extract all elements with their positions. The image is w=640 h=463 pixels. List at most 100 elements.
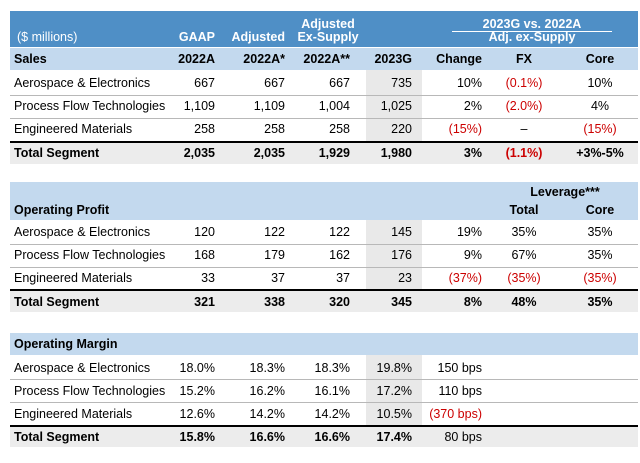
sales-col-core: Core — [585, 52, 615, 66]
adjusted-header: Adjusted — [231, 30, 285, 44]
op-profit-cell: 162 — [329, 248, 350, 262]
op-margin-row-label: Engineered Materials — [14, 407, 133, 421]
sales-row-label: Aerospace & Electronics — [14, 76, 151, 90]
op-profit-cell: 35% — [587, 248, 613, 262]
op-margin-cell: 110 bps — [438, 384, 482, 398]
sales-cell: 220 — [391, 122, 412, 136]
op-margin-total-row-bg — [10, 425, 638, 447]
sales-total-row-bg — [10, 142, 638, 164]
sales-cell: 258 — [194, 122, 215, 136]
table-banner — [10, 11, 638, 47]
op-margin-row-label: Aerospace & Electronics — [14, 361, 151, 375]
sales-total-cell: 2,035 — [183, 146, 215, 160]
op-margin-cell: 10.5% — [376, 407, 412, 421]
op-profit-cell: 179 — [264, 248, 285, 262]
sales-col-adjusted: 2022A* — [243, 52, 285, 66]
op-margin-header-band — [10, 333, 638, 355]
op-profit-cell: 67% — [511, 248, 537, 262]
op-margin-title: Operating Margin — [14, 337, 118, 351]
op-profit-cell: 9% — [463, 248, 482, 262]
op-profit-cell: 37 — [271, 271, 285, 285]
op-profit-total-cell: 345 — [391, 295, 412, 309]
sales-cell: 667 — [329, 76, 350, 90]
op-profit-cell: (37%) — [448, 271, 482, 285]
sales-cell: 1,109 — [253, 99, 285, 113]
sales-col-change: Change — [436, 52, 482, 66]
group-header-underline — [452, 31, 612, 32]
op-margin-cell: 14.2% — [314, 407, 350, 421]
op-profit-total-row-bg — [10, 290, 638, 312]
total-divider — [10, 289, 638, 291]
sales-cell: (0.1%) — [505, 76, 543, 90]
group-header-line1: 2023G vs. 2022A — [482, 17, 582, 31]
op-profit-row-label: Engineered Materials — [14, 271, 133, 285]
sales-cell: 2% — [463, 99, 482, 113]
op-margin-cell: 14.2% — [249, 407, 285, 421]
sales-cell: (15%) — [583, 122, 617, 136]
op-margin-2023g-column — [366, 355, 422, 425]
sales-header-band — [10, 48, 638, 70]
op-profit-cell: 33 — [201, 271, 215, 285]
op-profit-header-band — [10, 182, 638, 220]
op-profit-cell: (35%) — [507, 271, 541, 285]
op-margin-cell: 18.0% — [179, 361, 215, 375]
sales-total-cell: 2,035 — [253, 146, 285, 160]
sales-col-exsupply: 2022A** — [303, 52, 350, 66]
adj-ex-supply-header-2: Ex-Supply — [297, 30, 359, 44]
sales-cell: 1,025 — [380, 99, 412, 113]
op-profit-cell: 122 — [329, 225, 350, 239]
op-profit-cell: 145 — [391, 225, 412, 239]
sales-cell: (2.0%) — [505, 99, 543, 113]
row-divider — [10, 244, 638, 245]
op-margin-cell: 17.2% — [376, 384, 412, 398]
sales-cell: 735 — [391, 76, 412, 90]
op-profit-cell: 19% — [456, 225, 482, 239]
op-profit-col-core: Core — [585, 203, 615, 217]
row-divider — [10, 379, 638, 380]
sales-cell: 10% — [587, 76, 613, 90]
op-profit-cell: 35% — [511, 225, 537, 239]
sales-row-label: Process Flow Technologies — [14, 99, 166, 113]
op-profit-cell: 23 — [398, 271, 412, 285]
sales-total-cell: (1.1%) — [505, 146, 543, 160]
op-profit-row-label: Aerospace & Electronics — [14, 225, 151, 239]
leverage-header: Leverage*** — [530, 185, 600, 199]
op-margin-cell: 16.2% — [249, 384, 285, 398]
total-divider — [10, 141, 638, 143]
adj-ex-supply-header-1: Adjusted — [301, 17, 355, 31]
op-margin-total-cell: 16.6% — [249, 430, 285, 444]
op-profit-cell: 176 — [391, 248, 412, 262]
op-profit-total-cell: 321 — [194, 295, 215, 309]
op-margin-cell: 18.3% — [314, 361, 350, 375]
op-profit-title: Operating Profit — [14, 203, 110, 217]
sales-total-cell: 1,980 — [380, 146, 412, 160]
op-margin-cell: 150 bps — [437, 361, 482, 375]
row-divider — [10, 267, 638, 268]
sales-col-2023g: 2023G — [374, 52, 412, 66]
op-profit-total-cell: 35% — [587, 295, 613, 309]
sales-cell: 258 — [264, 122, 285, 136]
op-profit-cell: 122 — [264, 225, 285, 239]
op-profit-col-total: Total — [509, 203, 539, 217]
op-profit-cell: (35%) — [583, 271, 617, 285]
sales-cell: 1,004 — [318, 99, 350, 113]
sales-row-label: Engineered Materials — [14, 122, 133, 136]
sales-cell: – — [520, 122, 528, 136]
sales-total-cell: 1,929 — [318, 146, 350, 160]
sales-cell: 667 — [264, 76, 285, 90]
op-margin-total-cell: 16.6% — [314, 430, 350, 444]
sales-cell: 1,109 — [183, 99, 215, 113]
op-margin-total-cell: 80 bps — [444, 430, 482, 444]
sales-total-cell: +3%-5% — [576, 146, 624, 160]
units-label: ($ millions) — [17, 30, 78, 44]
op-margin-cell: (370 bps) — [429, 407, 482, 421]
op-profit-total-cell: 338 — [264, 295, 285, 309]
op-margin-total-cell: 15.8% — [179, 430, 215, 444]
op-profit-cell: 35% — [587, 225, 613, 239]
sales-cell: (15%) — [448, 122, 482, 136]
sales-title: Sales — [14, 52, 47, 66]
op-margin-cell: 18.3% — [249, 361, 285, 375]
sales-col-fx: FX — [516, 52, 532, 66]
sales-col-gaap: 2022A — [178, 52, 215, 66]
op-margin-cell: 15.2% — [179, 384, 215, 398]
